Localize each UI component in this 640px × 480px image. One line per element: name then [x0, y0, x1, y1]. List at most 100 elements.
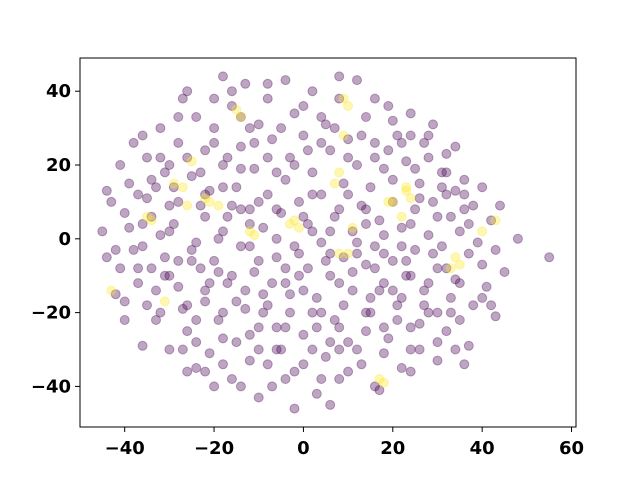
data-point	[410, 244, 421, 255]
y-tick-label: −20	[31, 303, 71, 324]
data-point	[204, 348, 215, 359]
data-point	[365, 307, 376, 318]
data-point	[401, 270, 412, 281]
data-point	[428, 119, 438, 130]
data-point	[142, 300, 152, 311]
x-tick-label: 60	[559, 438, 584, 459]
data-point	[338, 300, 349, 311]
data-point	[378, 163, 389, 174]
data-point	[285, 307, 295, 318]
data-point	[262, 93, 273, 104]
data-point	[352, 237, 362, 248]
data-point	[280, 278, 291, 289]
data-point	[253, 196, 264, 207]
data-point	[356, 200, 367, 211]
data-point	[191, 315, 202, 325]
data-point	[325, 399, 336, 410]
data-point	[244, 219, 255, 229]
data-point	[369, 241, 380, 252]
data-point	[414, 318, 425, 329]
data-point	[249, 230, 260, 241]
data-point	[249, 163, 260, 174]
data-point	[262, 300, 273, 311]
data-point	[445, 307, 456, 318]
data-point	[155, 230, 166, 241]
data-point	[276, 123, 287, 134]
data-point	[445, 263, 456, 274]
data-point	[361, 259, 371, 270]
data-point	[419, 137, 430, 148]
data-point	[159, 167, 170, 178]
data-point	[110, 289, 121, 300]
data-point	[115, 160, 126, 170]
data-point	[302, 219, 313, 229]
data-point	[285, 219, 295, 229]
data-point	[428, 248, 438, 259]
data-point	[173, 196, 184, 207]
data-point	[369, 152, 380, 163]
data-point	[276, 344, 287, 355]
data-point	[423, 278, 434, 289]
data-point	[374, 215, 385, 226]
data-point	[436, 241, 447, 252]
x-tick-label: −40	[105, 438, 145, 459]
data-point	[325, 337, 336, 348]
data-point	[182, 300, 193, 311]
data-point	[142, 193, 152, 204]
data-point	[419, 300, 430, 311]
data-point	[204, 278, 215, 289]
data-point	[468, 200, 479, 211]
data-point	[320, 119, 331, 130]
data-point	[195, 263, 206, 274]
data-point	[401, 255, 412, 266]
data-point	[209, 93, 220, 104]
data-point	[97, 226, 108, 237]
data-point	[159, 270, 170, 281]
data-point	[177, 303, 188, 314]
data-point	[356, 130, 367, 141]
data-point	[218, 226, 228, 237]
data-point	[226, 374, 237, 384]
data-point	[294, 196, 304, 207]
data-point	[325, 226, 336, 237]
data-point	[253, 322, 264, 333]
data-point	[320, 255, 331, 266]
data-point	[209, 381, 220, 392]
data-point	[432, 263, 443, 274]
data-point	[311, 292, 322, 303]
data-point	[280, 75, 291, 86]
data-point	[387, 174, 398, 185]
data-point	[423, 130, 434, 141]
data-point	[405, 366, 416, 377]
data-point	[262, 152, 273, 163]
data-point	[387, 255, 398, 266]
data-point	[436, 182, 447, 193]
data-point	[334, 71, 345, 82]
data-point	[392, 130, 403, 141]
data-point	[244, 241, 255, 252]
data-point	[316, 137, 327, 148]
data-point	[137, 219, 148, 229]
data-point	[209, 137, 220, 148]
data-point	[218, 71, 228, 82]
data-point	[334, 167, 345, 178]
data-point	[378, 230, 389, 241]
data-point	[235, 204, 246, 215]
data-point	[432, 355, 443, 366]
data-point	[387, 285, 398, 296]
data-point	[325, 270, 336, 281]
data-point	[361, 307, 371, 318]
data-point	[468, 300, 479, 311]
data-point	[477, 182, 488, 193]
data-point	[401, 185, 412, 196]
data-point	[173, 255, 184, 266]
data-point	[200, 145, 211, 156]
data-point	[177, 344, 188, 355]
data-point	[486, 215, 497, 226]
data-point	[481, 281, 492, 292]
data-point	[173, 281, 184, 292]
data-point	[142, 152, 152, 163]
data-point	[262, 189, 273, 200]
data-point	[361, 219, 371, 229]
data-point	[218, 160, 228, 170]
